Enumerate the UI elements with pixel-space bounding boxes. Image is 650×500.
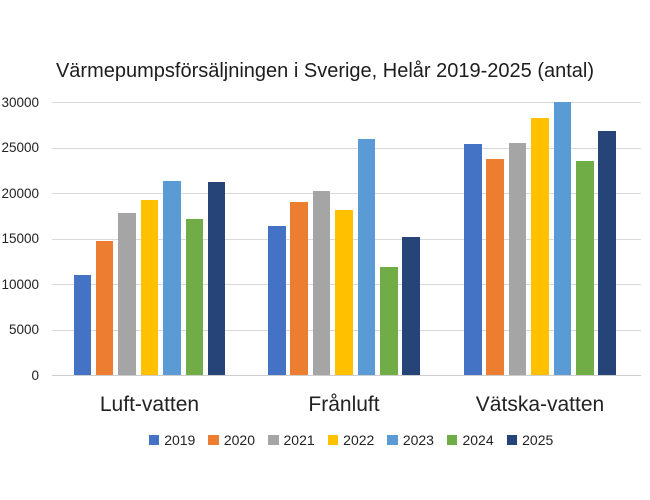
legend-item-2023: 2023 — [387, 433, 434, 447]
x-category-label-v-tska-vatten: Vätska-vatten — [475, 393, 605, 416]
legend-label-2019: 2019 — [164, 432, 196, 448]
y-tick-label: 15000 — [1, 231, 39, 246]
y-tick-label: 20000 — [1, 185, 39, 201]
legend-marker-2021 — [268, 434, 279, 446]
legend-item-2022: 2022 — [327, 432, 375, 448]
bar-2024-luft-vatten — [185, 219, 204, 375]
y-tick-label: 25000 — [1, 140, 39, 155]
bar-2025-luft-vatten — [207, 182, 226, 375]
y-tick-label: 10000 — [1, 276, 39, 292]
legend-label-2022: 2022 — [343, 432, 375, 448]
legend-label-2023: 2023 — [402, 432, 434, 448]
legend-label-2024: 2024 — [462, 432, 494, 448]
bar-2021-fr-nluft — [312, 191, 331, 375]
x-axis-line — [52, 375, 641, 376]
x-category-label-luft-vatten: Luft-vatten — [99, 393, 200, 416]
legend-marker-2022 — [327, 434, 339, 446]
chart-title: Värmepumpsförsäljningen i Sverige, Helår… — [55, 60, 595, 82]
bar-2019-fr-nluft — [268, 225, 286, 375]
bar-2022-v-tska-vatten — [531, 118, 549, 375]
bar-2021-v-tska-vatten — [508, 142, 527, 375]
y-tick-label: 0 — [31, 367, 39, 383]
legend-item-2021: 2021 — [268, 433, 315, 447]
legend-item-2019: 2019 — [148, 432, 196, 448]
legend-marker-2019 — [148, 434, 160, 446]
bar-2024-v-tska-vatten — [576, 161, 594, 375]
legend-marker-2020 — [208, 434, 219, 446]
bar-2023-v-tska-vatten — [553, 102, 572, 375]
legend-item-2025: 2025 — [506, 432, 554, 448]
legend-label-2020: 2020 — [223, 432, 256, 448]
bar-2025-v-tska-vatten — [598, 131, 616, 375]
gridline — [52, 193, 641, 194]
legend-marker-2024 — [446, 434, 458, 446]
bar-2024-fr-nluft — [380, 266, 398, 375]
bar-2022-fr-nluft — [335, 210, 353, 375]
bar-2023-luft-vatten — [163, 181, 181, 375]
bar-2019-v-tska-vatten — [464, 143, 482, 375]
bar-2022-luft-vatten — [140, 200, 159, 375]
legend-marker-2025 — [506, 434, 518, 446]
bar-2020-luft-vatten — [95, 241, 114, 375]
bar-2021-luft-vatten — [118, 213, 136, 375]
y-tick-label: 30000 — [1, 94, 39, 110]
bar-2020-fr-nluft — [290, 202, 308, 375]
bar-2025-fr-nluft — [402, 236, 420, 375]
gridline — [52, 102, 641, 103]
legend-label-2021: 2021 — [283, 432, 315, 448]
legend-marker-2023 — [387, 434, 398, 446]
legend: 2019 2020 2021 2022 2023 2024 2025 — [56, 433, 646, 447]
legend-item-2020: 2020 — [208, 433, 255, 447]
legend-item-2024: 2024 — [446, 432, 494, 448]
bar-2023-fr-nluft — [357, 139, 376, 375]
gridline — [52, 147, 641, 149]
legend-label-2025: 2025 — [522, 432, 554, 448]
x-category-label-fr-nluft: Frånluft — [308, 393, 380, 416]
bar-2019-luft-vatten — [73, 274, 92, 375]
bar-2020-v-tska-vatten — [486, 159, 504, 375]
y-tick-label: 5000 — [8, 322, 39, 337]
